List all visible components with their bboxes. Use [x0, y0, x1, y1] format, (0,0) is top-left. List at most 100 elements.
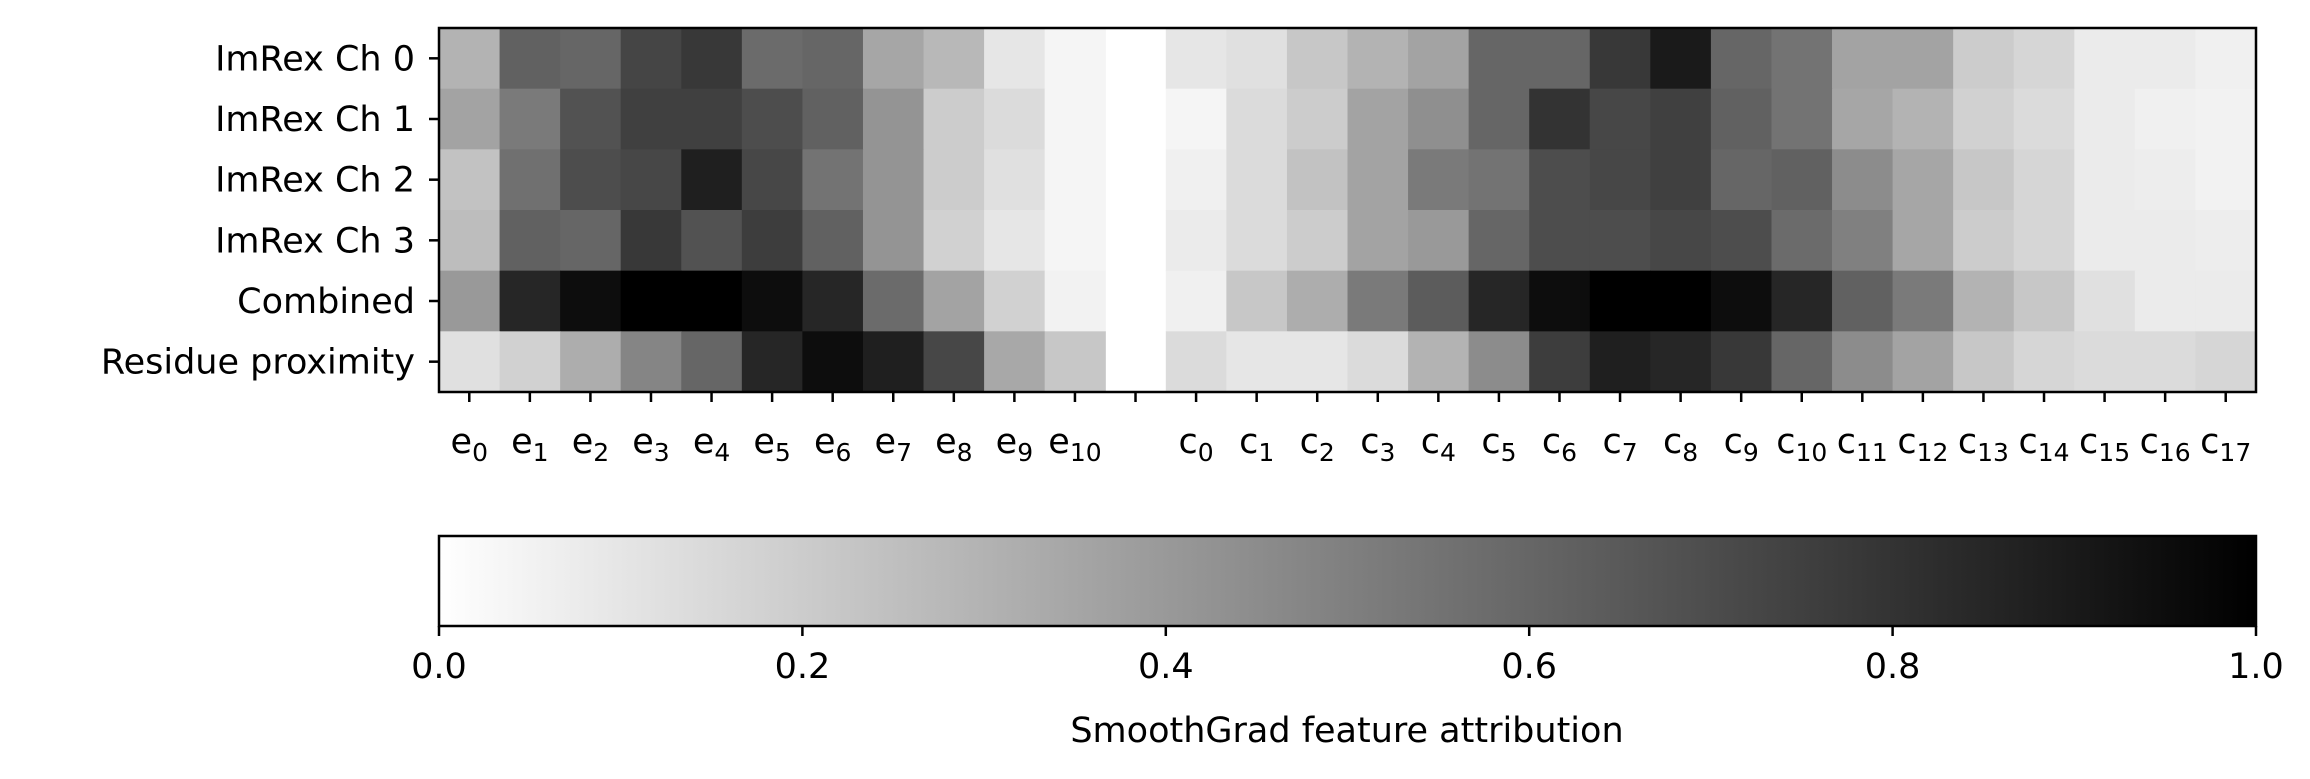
column-tick-label: c15 — [2079, 422, 2130, 467]
heatmap-cell — [1165, 270, 1227, 332]
heatmap-cell — [1832, 331, 1894, 393]
heatmap-cell — [439, 270, 501, 332]
heatmap-cell — [2074, 149, 2136, 211]
heatmap-cell — [1650, 28, 1712, 90]
heatmap-cell — [2195, 210, 2257, 272]
heatmap-cell — [1710, 210, 1773, 272]
heatmap-cell — [499, 331, 561, 393]
heatmap-cell — [681, 88, 743, 150]
heatmap-cell — [439, 28, 501, 90]
heatmap-cell — [741, 149, 803, 211]
row-tick-label: ImRex Ch 1 — [215, 100, 415, 140]
heatmap-cell — [1710, 331, 1773, 393]
column-tick-label: c1 — [1239, 422, 1274, 467]
heatmap-cell — [1165, 210, 1227, 272]
heatmap-cell — [2134, 28, 2197, 90]
heatmap-cell — [1044, 149, 1106, 211]
heatmap-cell — [1408, 28, 1470, 90]
heatmap-cell — [862, 149, 925, 211]
heatmap-cell — [1589, 210, 1651, 272]
heatmap-cell — [1650, 331, 1712, 393]
column-tick-label: e2 — [572, 422, 609, 467]
heatmap-cell — [1710, 149, 1773, 211]
heatmap-cell — [1892, 28, 1954, 90]
heatmap-cell — [802, 331, 864, 393]
column-tick-label: c11 — [1837, 422, 1888, 467]
heatmap-cell — [1165, 28, 1227, 90]
heatmap-cell — [560, 149, 622, 211]
colorbar-tick-label: 0.6 — [1501, 647, 1557, 687]
heatmap-cell — [2195, 149, 2257, 211]
column-tick-label: c9 — [1724, 422, 1759, 467]
heatmap-cell — [1529, 149, 1591, 211]
heatmap-cell — [1529, 210, 1591, 272]
heatmap-cell — [2074, 88, 2136, 150]
column-tick-label: c16 — [2140, 422, 2191, 467]
heatmap-cell — [560, 331, 622, 393]
heatmap-cell — [1710, 88, 1773, 150]
heatmap-cell — [2134, 149, 2197, 211]
heatmap-cell — [1408, 270, 1470, 332]
heatmap-cell — [1286, 210, 1349, 272]
heatmap-cell — [862, 88, 925, 150]
heatmap-cell — [1408, 210, 1470, 272]
heatmap-cell — [802, 88, 864, 150]
heatmap-cell — [620, 331, 682, 393]
heatmap-cell — [1771, 331, 1833, 393]
row-tick-label: Residue proximity — [101, 343, 415, 383]
heatmap-cell — [1286, 331, 1349, 393]
heatmap-cell — [1286, 149, 1349, 211]
column-tick-labels: e0 e1 e2 e3 e4 e5 e6 e7 e8 e9 e10 c0 c1 c2 c3 c4 c5 c6 c7 c… — [451, 392, 2251, 467]
column-tick-label: e3 — [632, 422, 669, 467]
heatmap-cell — [1226, 149, 1288, 211]
heatmap-cell — [1226, 88, 1288, 150]
heatmap-cell — [2074, 270, 2136, 332]
heatmap-cell — [1892, 331, 1954, 393]
heatmap-cell — [1165, 331, 1227, 393]
heatmap-cell — [681, 270, 743, 332]
heatmap-cell — [2195, 28, 2257, 90]
heatmap-cell — [1044, 331, 1106, 393]
heatmap-cell — [2074, 28, 2136, 90]
heatmap-cell — [1468, 149, 1530, 211]
heatmap-cell — [1892, 88, 1954, 150]
colorbar-label: SmoothGrad feature attribution — [1070, 711, 1623, 751]
heatmap-cell — [1286, 28, 1349, 90]
column-tick-label: c14 — [2018, 422, 2069, 467]
heatmap-cell — [499, 88, 561, 150]
colorbar — [437, 534, 2258, 628]
heatmap-cell — [560, 270, 622, 332]
heatmap-cell — [1044, 88, 1106, 150]
colorbar-ticks: 0.0 0.2 0.4 0.6 0.8 1.0 — [411, 626, 2284, 687]
heatmap-cell — [560, 210, 622, 272]
heatmap-cell — [1589, 88, 1651, 150]
heatmap-cell — [1832, 270, 1894, 332]
column-tick-label: c6 — [1542, 422, 1577, 467]
column-tick-label: c7 — [1602, 422, 1637, 467]
heatmap-cell — [923, 331, 985, 393]
heatmap-cell — [1165, 149, 1227, 211]
heatmap-cell — [2074, 210, 2136, 272]
heatmap-cell — [1347, 210, 1409, 272]
column-tick-label: e0 — [451, 422, 488, 467]
row-tick-labels: ImRex Ch 0 ImRex Ch 1 ImRex Ch 2 ImRex Ch 3… — [101, 39, 439, 383]
heatmap-cell — [923, 88, 985, 150]
column-tick-label: c17 — [2200, 422, 2251, 467]
heatmap-cell — [1286, 270, 1349, 332]
heatmap-cell — [802, 28, 864, 90]
column-tick-label: c3 — [1360, 422, 1395, 467]
heatmap-cell — [923, 270, 985, 332]
heatmap-cell — [923, 149, 985, 211]
heatmap-cell — [2013, 331, 2075, 393]
heatmap-cell — [923, 28, 985, 90]
heatmap-cell — [984, 270, 1046, 332]
heatmap-cell — [1650, 88, 1712, 150]
heatmap-cell — [1468, 331, 1530, 393]
colorbar-tick-label: 0.4 — [1138, 647, 1194, 687]
heatmap-cell — [1347, 88, 1409, 150]
column-tick-label: c13 — [1958, 422, 2009, 467]
heatmap-cell — [620, 88, 682, 150]
heatmap-cell — [1347, 28, 1409, 90]
heatmap-cell — [1650, 149, 1712, 211]
heatmap-cell — [1710, 28, 1773, 90]
